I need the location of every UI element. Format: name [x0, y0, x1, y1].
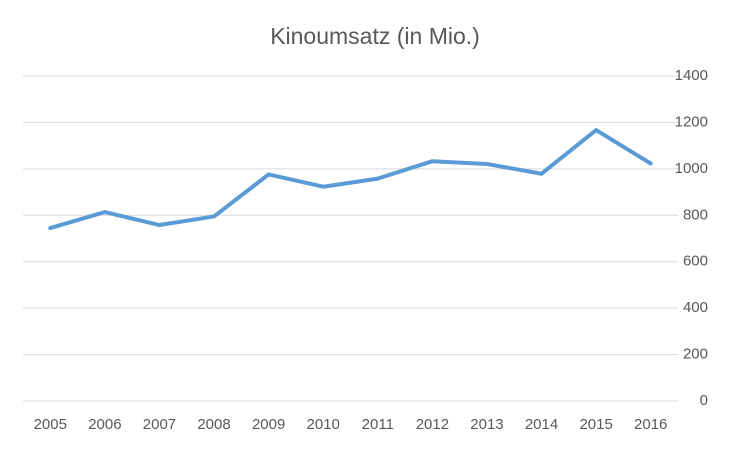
- y-tick-label: 400: [683, 299, 708, 316]
- y-tick-label: 1000: [675, 160, 708, 177]
- x-tick-label: 2013: [470, 416, 503, 433]
- y-tick-label: 200: [683, 346, 708, 363]
- y-tick-label: 800: [683, 206, 708, 223]
- x-tick-label: 2006: [88, 416, 121, 433]
- x-tick-label: 2012: [416, 416, 449, 433]
- y-tick-label: 0: [700, 392, 708, 409]
- x-tick-label: 2016: [634, 416, 667, 433]
- x-tick-label: 2005: [34, 416, 67, 433]
- x-tick-label: 2015: [579, 416, 612, 433]
- x-tick-label: 2007: [143, 416, 176, 433]
- data-line: [48, 128, 653, 231]
- x-tick-label: 2011: [362, 416, 394, 433]
- y-tick-label: 600: [683, 253, 708, 270]
- x-tick-label: 2010: [307, 416, 340, 433]
- y-tick-label: 1400: [675, 67, 708, 84]
- chart-title: Kinoumsatz (in Mio.): [270, 23, 480, 49]
- x-tick-label: 2009: [252, 416, 285, 433]
- x-tick-label: 2008: [197, 416, 230, 433]
- x-tick-label: 2014: [525, 416, 558, 433]
- y-tick-label: 1200: [675, 113, 708, 130]
